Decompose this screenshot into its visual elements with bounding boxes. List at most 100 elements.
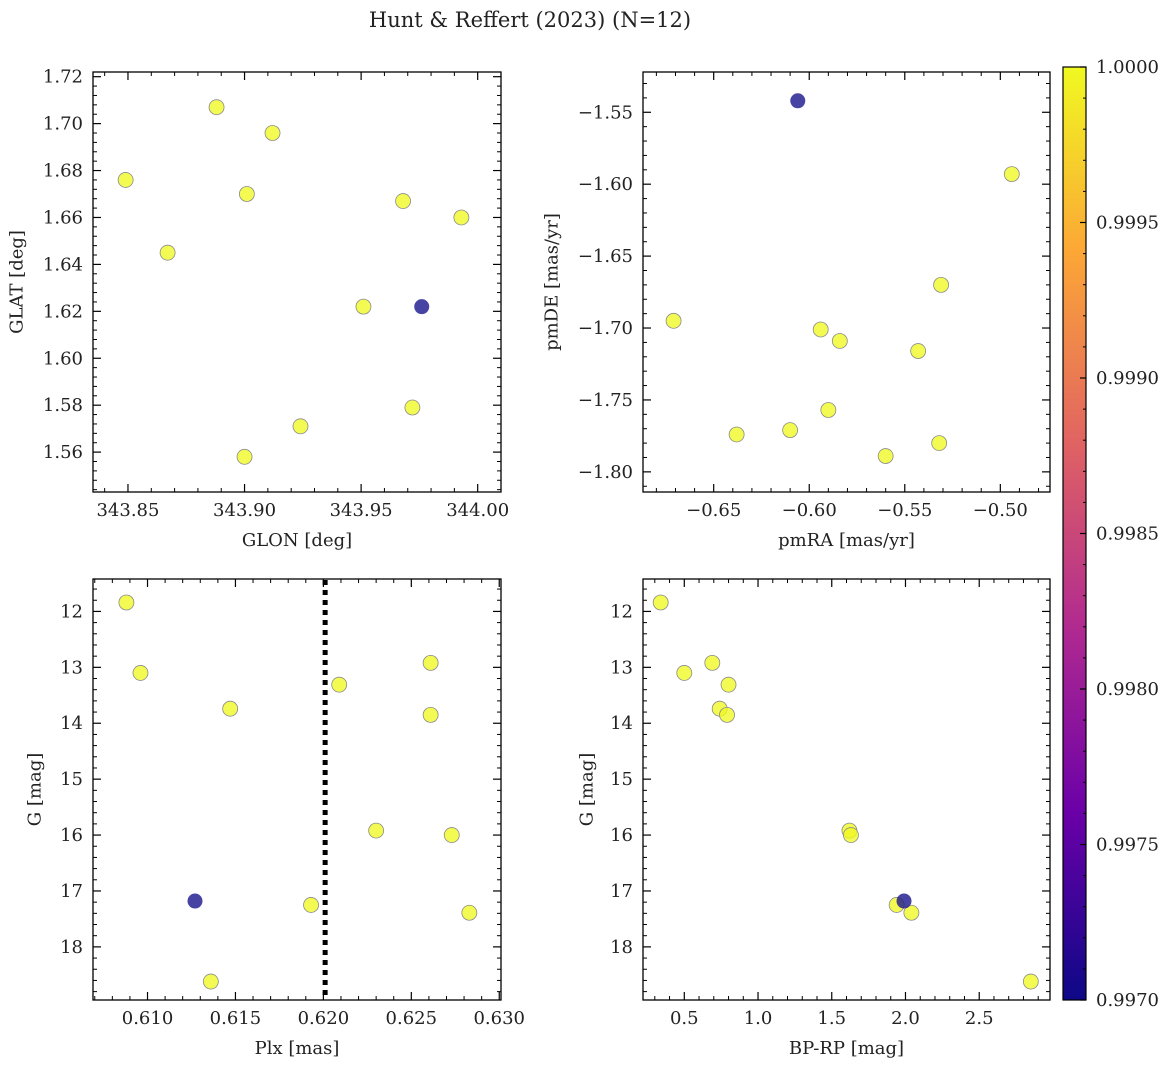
scatter-point	[187, 893, 203, 909]
x-tick-label: 344.00	[446, 500, 509, 521]
y-tick-label: 18	[60, 937, 83, 958]
scatter-point	[208, 99, 225, 116]
scatter-point	[404, 399, 421, 416]
scatter-point	[1003, 166, 1020, 183]
scatter-point	[461, 904, 478, 921]
y-tick-label: 1.64	[43, 254, 83, 275]
scatter-point	[877, 448, 894, 464]
x-tick-label: −0.65	[686, 500, 741, 521]
scatter-point	[118, 594, 135, 611]
x-axis-label: Plx [mas]	[255, 1038, 340, 1059]
colorbar-tick-label: 0.9990	[1096, 368, 1159, 389]
x-tick-label: 0.625	[386, 1008, 438, 1029]
y-tick-label: 1.66	[43, 207, 83, 228]
scatter-point	[790, 93, 806, 109]
colorbar-tick-label: 0.9985	[1096, 524, 1159, 545]
plot-frame	[92, 71, 502, 493]
colorbar-tick-label: 0.9975	[1096, 835, 1159, 856]
scatter-point	[665, 312, 682, 329]
x-tick-label: 0.620	[298, 1008, 350, 1029]
x-axis-label: pmRA [mas/yr]	[778, 530, 915, 551]
y-tick-label: 1.58	[43, 395, 83, 416]
scatter-point	[331, 676, 348, 693]
scatter-point	[910, 343, 927, 359]
scatter-point	[368, 822, 385, 839]
scatter-point	[303, 897, 319, 913]
colorbar-tick-label: 1.0000	[1096, 57, 1159, 78]
panel-pmra-pmde: −0.65 −0.60 −0.55 −0.50 −1.80 −1.75 −1.70 −1.65…	[542, 71, 1051, 551]
scatter-point	[896, 893, 912, 909]
x-axis-label: BP-RP [mag]	[789, 1038, 904, 1059]
scatter-point	[782, 422, 799, 439]
plot-frame	[642, 578, 1051, 1001]
scatter-point	[820, 402, 837, 418]
panel-glon-glat: 343.85 343.90 343.95 344.00 1.56 1.58 1.60 1.62…	[7, 67, 510, 551]
y-axis-label: G [mag]	[577, 753, 598, 826]
scatter-point	[202, 973, 219, 990]
y-tick-label: 13	[610, 657, 633, 678]
scatter-point	[453, 209, 470, 226]
y-tick-label: −1.70	[578, 318, 633, 339]
x-tick-label: 343.95	[330, 500, 393, 521]
y-axis-label: pmDE [mas/yr]	[542, 213, 563, 351]
scatter-point	[159, 244, 176, 261]
scatter-point	[443, 827, 460, 843]
y-tick-label: 1.56	[43, 442, 83, 463]
scatter-point	[831, 333, 848, 349]
scatter-point	[676, 665, 693, 681]
colorbar-tick-label: 0.9980	[1096, 679, 1159, 700]
scatter-point	[236, 448, 253, 465]
scatter-point	[720, 676, 737, 693]
x-tick-label: −0.60	[782, 500, 837, 521]
scatter-point	[132, 665, 149, 681]
scatter-point	[355, 298, 372, 315]
x-tick-label: 343.85	[96, 500, 159, 521]
scatter-point	[292, 418, 309, 435]
x-tick-label: 0.5	[670, 1008, 699, 1029]
y-tick-label: 15	[610, 769, 633, 790]
y-tick-label: 17	[610, 881, 633, 902]
scatter-point	[222, 700, 239, 717]
x-tick-label: −0.50	[973, 500, 1028, 521]
x-tick-label: 1.5	[817, 1008, 846, 1029]
y-tick-label: 12	[610, 601, 633, 622]
x-tick-label: 0.610	[122, 1008, 174, 1029]
scatter-point	[719, 706, 735, 723]
colorbar-tick-label: 0.9995	[1096, 213, 1159, 234]
panel-bprp-gmag: 0.5 1.0 1.5 2.0 2.5 12 13 14 15 16 17 18 BP-RP [mag]…	[577, 578, 1051, 1059]
y-tick-label: 1.62	[43, 301, 83, 322]
scatter-point	[652, 594, 669, 611]
scatter-point	[422, 654, 439, 671]
scatter-point	[704, 654, 721, 671]
scatter-point	[422, 706, 439, 723]
y-tick-label: 13	[60, 657, 83, 678]
y-tick-label: 14	[60, 713, 83, 734]
y-tick-label: 16	[610, 825, 633, 846]
y-tick-label: 1.68	[43, 161, 83, 182]
y-tick-label: 12	[60, 601, 83, 622]
scatter-point	[264, 125, 281, 141]
colorbar-tick-label: 0.9970	[1096, 990, 1159, 1011]
plot-frame	[92, 578, 502, 1001]
scatter-point	[812, 321, 829, 338]
plot-frame	[642, 71, 1051, 493]
y-tick-label: −1.60	[578, 174, 633, 195]
scatter-point	[843, 827, 859, 843]
y-tick-label: 14	[610, 713, 633, 734]
y-axis-label: GLAT [deg]	[7, 230, 28, 334]
colorbar: 0.9970 0.9975 0.9980 0.9985 0.9990 0.9995 1.00…	[1062, 57, 1159, 1011]
y-tick-label: 1.70	[43, 114, 83, 135]
y-tick-label: −1.55	[578, 102, 633, 123]
scatter-point	[728, 426, 745, 443]
y-tick-label: 16	[60, 825, 83, 846]
x-tick-label: 2.0	[891, 1008, 920, 1029]
panel-plx-gmag: 0.610 0.615 0.620 0.625 0.630 12 13 14 15 16 17 18 P…	[25, 578, 525, 1059]
y-tick-label: 17	[60, 881, 83, 902]
y-tick-label: −1.75	[578, 390, 633, 411]
scatter-point	[117, 172, 134, 188]
y-tick-label: 1.72	[43, 67, 83, 88]
y-tick-label: 15	[60, 769, 83, 790]
scatter-point	[933, 276, 949, 293]
x-tick-label: −0.55	[877, 500, 932, 521]
